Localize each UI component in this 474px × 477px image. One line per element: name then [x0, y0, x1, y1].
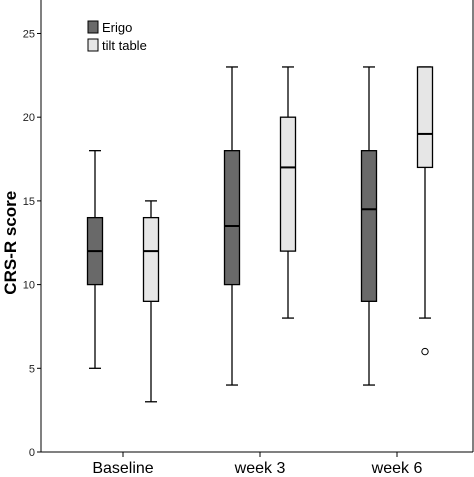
- y-tick-label: 15: [23, 196, 35, 208]
- x-tick-label: week 6: [371, 460, 423, 477]
- iqr-box: [360, 150, 378, 302]
- legend-swatch: [87, 38, 99, 52]
- legend-item: tilt table: [87, 38, 147, 53]
- iqr-box: [416, 66, 434, 169]
- y-tick-label: 0: [29, 447, 35, 459]
- box-tilt-table-baseline: [142, 200, 160, 403]
- outlier-point: [421, 347, 429, 356]
- y-tick-label: 10: [23, 280, 35, 292]
- iqr-box: [223, 150, 241, 286]
- y-tick-label: 20: [23, 112, 35, 124]
- x-axis: Baseline week 3 week 6: [41, 451, 473, 477]
- y-tick-label: 25: [23, 28, 35, 40]
- box-erigo-week-3: [223, 66, 241, 386]
- y-tick-label: 5: [29, 363, 35, 375]
- x-tick-label: Baseline: [92, 460, 153, 477]
- x-tick-label: week 3: [234, 460, 286, 477]
- box-erigo-week-6: [360, 66, 378, 386]
- y-axis-title: CRS-R score: [1, 191, 20, 295]
- iqr-box: [142, 216, 160, 302]
- legend-label: tilt table: [102, 38, 147, 53]
- box-tilt-table-week-6: [416, 66, 434, 356]
- box-erigo-baseline: [86, 150, 104, 369]
- boxes: [86, 66, 434, 403]
- legend-label: Erigo: [102, 20, 132, 35]
- legend-item: Erigo: [87, 20, 132, 35]
- legend: Erigo tilt table: [87, 20, 147, 53]
- legend-swatch: [87, 20, 99, 34]
- box-tilt-table-week-3: [279, 66, 297, 319]
- y-axis: 0 5 10 15 20 25: [23, 0, 42, 459]
- iqr-box: [279, 116, 297, 252]
